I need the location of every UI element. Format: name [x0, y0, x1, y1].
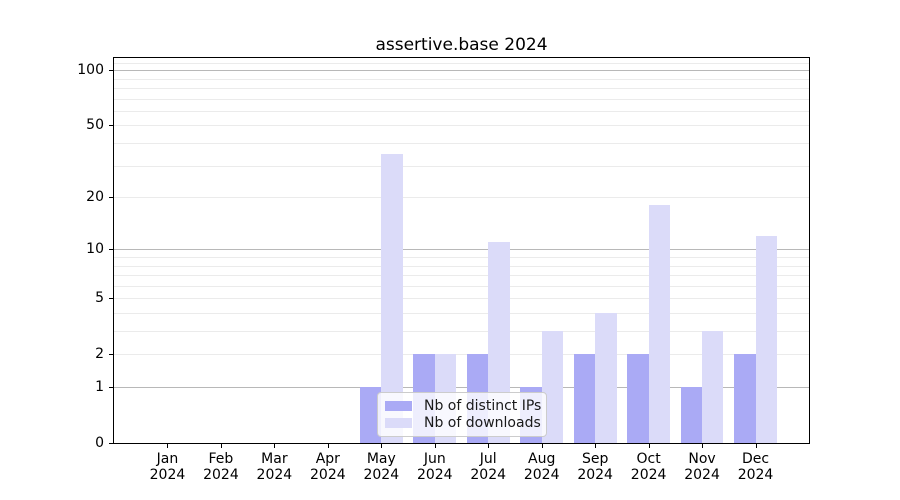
x-tick-label-year: 2024 — [630, 467, 667, 483]
x-tick-label: Sep 2024 — [555, 451, 635, 483]
x-tick-label: May 2024 — [341, 451, 421, 483]
legend-swatch-downloads — [385, 417, 412, 428]
y-tick-mark — [109, 298, 113, 300]
y-tick-mark — [109, 197, 113, 199]
bar-downloads-nov — [702, 331, 724, 443]
y-tick-label: 50 — [86, 117, 104, 134]
major-gridline — [114, 387, 809, 388]
bar-downloads-sep — [595, 312, 617, 443]
x-tick-label-year: 2024 — [470, 467, 507, 483]
y-tick-label: 2 — [95, 346, 104, 363]
minor-gridline — [114, 285, 809, 287]
x-tick-mark — [595, 444, 597, 448]
x-tick-label: Jan 2024 — [127, 451, 207, 483]
x-tick-label: Mar 2024 — [234, 451, 314, 483]
minor-gridline — [114, 331, 809, 333]
bar-distinct-ips-dec — [734, 354, 756, 443]
y-tick-mark — [109, 443, 113, 444]
x-tick-label: Jul 2024 — [448, 451, 528, 483]
legend-item-downloads: Nb of downloads — [385, 414, 541, 431]
x-tick-mark — [434, 444, 436, 448]
x-tick-label-year: 2024 — [203, 467, 239, 483]
minor-gridline — [114, 110, 809, 112]
x-tick-mark — [488, 444, 490, 448]
x-tick-label-year: 2024 — [416, 467, 453, 483]
x-tick-label: Jun 2024 — [395, 451, 475, 483]
minor-gridline — [114, 354, 809, 356]
bar-downloads-aug — [541, 331, 564, 443]
minor-gridline — [114, 88, 809, 90]
x-tick-mark — [220, 444, 222, 448]
minor-gridline — [114, 98, 809, 100]
x-tick-label: Dec 2024 — [716, 451, 796, 483]
minor-gridline — [114, 62, 809, 64]
major-gridline — [114, 70, 809, 72]
legend-swatch-distinct-ips — [385, 400, 412, 411]
legend-label-distinct-ips: Nb of distinct IPs — [424, 397, 542, 414]
x-tick-mark — [274, 444, 276, 448]
bar-distinct-ips-nov — [680, 387, 703, 443]
x-tick-mark — [381, 444, 383, 448]
y-tick-mark — [109, 125, 113, 127]
minor-gridline — [114, 143, 809, 145]
x-tick-label: Nov 2024 — [662, 451, 742, 483]
x-tick-label-year: 2024 — [310, 467, 346, 483]
y-tick-label: 100 — [77, 62, 104, 79]
x-tick-label: Oct 2024 — [609, 451, 689, 483]
x-tick-label-year: 2024 — [363, 467, 400, 483]
x-tick-label-year: 2024 — [684, 467, 720, 483]
y-tick-mark — [109, 387, 113, 388]
x-tick-label-year: 2024 — [149, 467, 186, 483]
minor-gridline — [114, 312, 809, 314]
y-tick-label: 5 — [95, 290, 104, 307]
minor-gridline — [114, 165, 809, 167]
x-tick-mark — [702, 444, 704, 448]
y-tick-mark — [109, 249, 113, 251]
y-tick-label: 20 — [86, 189, 104, 206]
x-tick-mark — [755, 444, 757, 448]
bar-distinct-ips-sep — [573, 354, 596, 443]
bar-downloads-dec — [755, 235, 777, 443]
major-gridline — [114, 249, 809, 251]
x-tick-label-year: 2024 — [737, 467, 774, 483]
x-tick-mark — [327, 444, 329, 448]
y-tick-label: 0 — [95, 435, 104, 451]
x-tick-label: Aug 2024 — [502, 451, 582, 483]
legend-label-downloads: Nb of downloads — [424, 414, 541, 431]
x-tick-label-year: 2024 — [523, 467, 560, 483]
plot-area: Nb of distinct IPs Nb of downloads — [113, 57, 810, 444]
x-tick-mark — [648, 444, 650, 448]
minor-gridline — [114, 275, 809, 277]
minor-gridline — [114, 197, 809, 199]
y-tick-label: 1 — [95, 379, 104, 395]
legend-item-distinct-ips: Nb of distinct IPs — [385, 397, 542, 414]
chart-title: assertive.base 2024 — [375, 35, 548, 55]
bar-distinct-ips-oct — [627, 354, 649, 443]
x-tick-label-year: 2024 — [256, 467, 293, 483]
minor-gridline — [114, 298, 809, 300]
y-tick-mark — [109, 70, 113, 72]
x-tick-mark — [167, 444, 169, 448]
x-tick-label-year: 2024 — [577, 467, 613, 483]
bar-downloads-oct — [648, 205, 670, 443]
minor-gridline — [114, 78, 809, 80]
y-tick-label: 10 — [86, 241, 104, 258]
minor-gridline — [114, 125, 809, 127]
y-tick-mark — [109, 354, 113, 356]
x-tick-mark — [541, 444, 543, 448]
bar-downloads-may — [381, 153, 403, 443]
legend: Nb of distinct IPs Nb of downloads — [377, 392, 547, 437]
x-tick-label: Apr 2024 — [288, 451, 368, 483]
bar-distinct-ips-may — [359, 387, 382, 443]
x-tick-label: Feb 2024 — [181, 451, 261, 483]
minor-gridline — [114, 265, 809, 267]
minor-gridline — [114, 257, 809, 258]
